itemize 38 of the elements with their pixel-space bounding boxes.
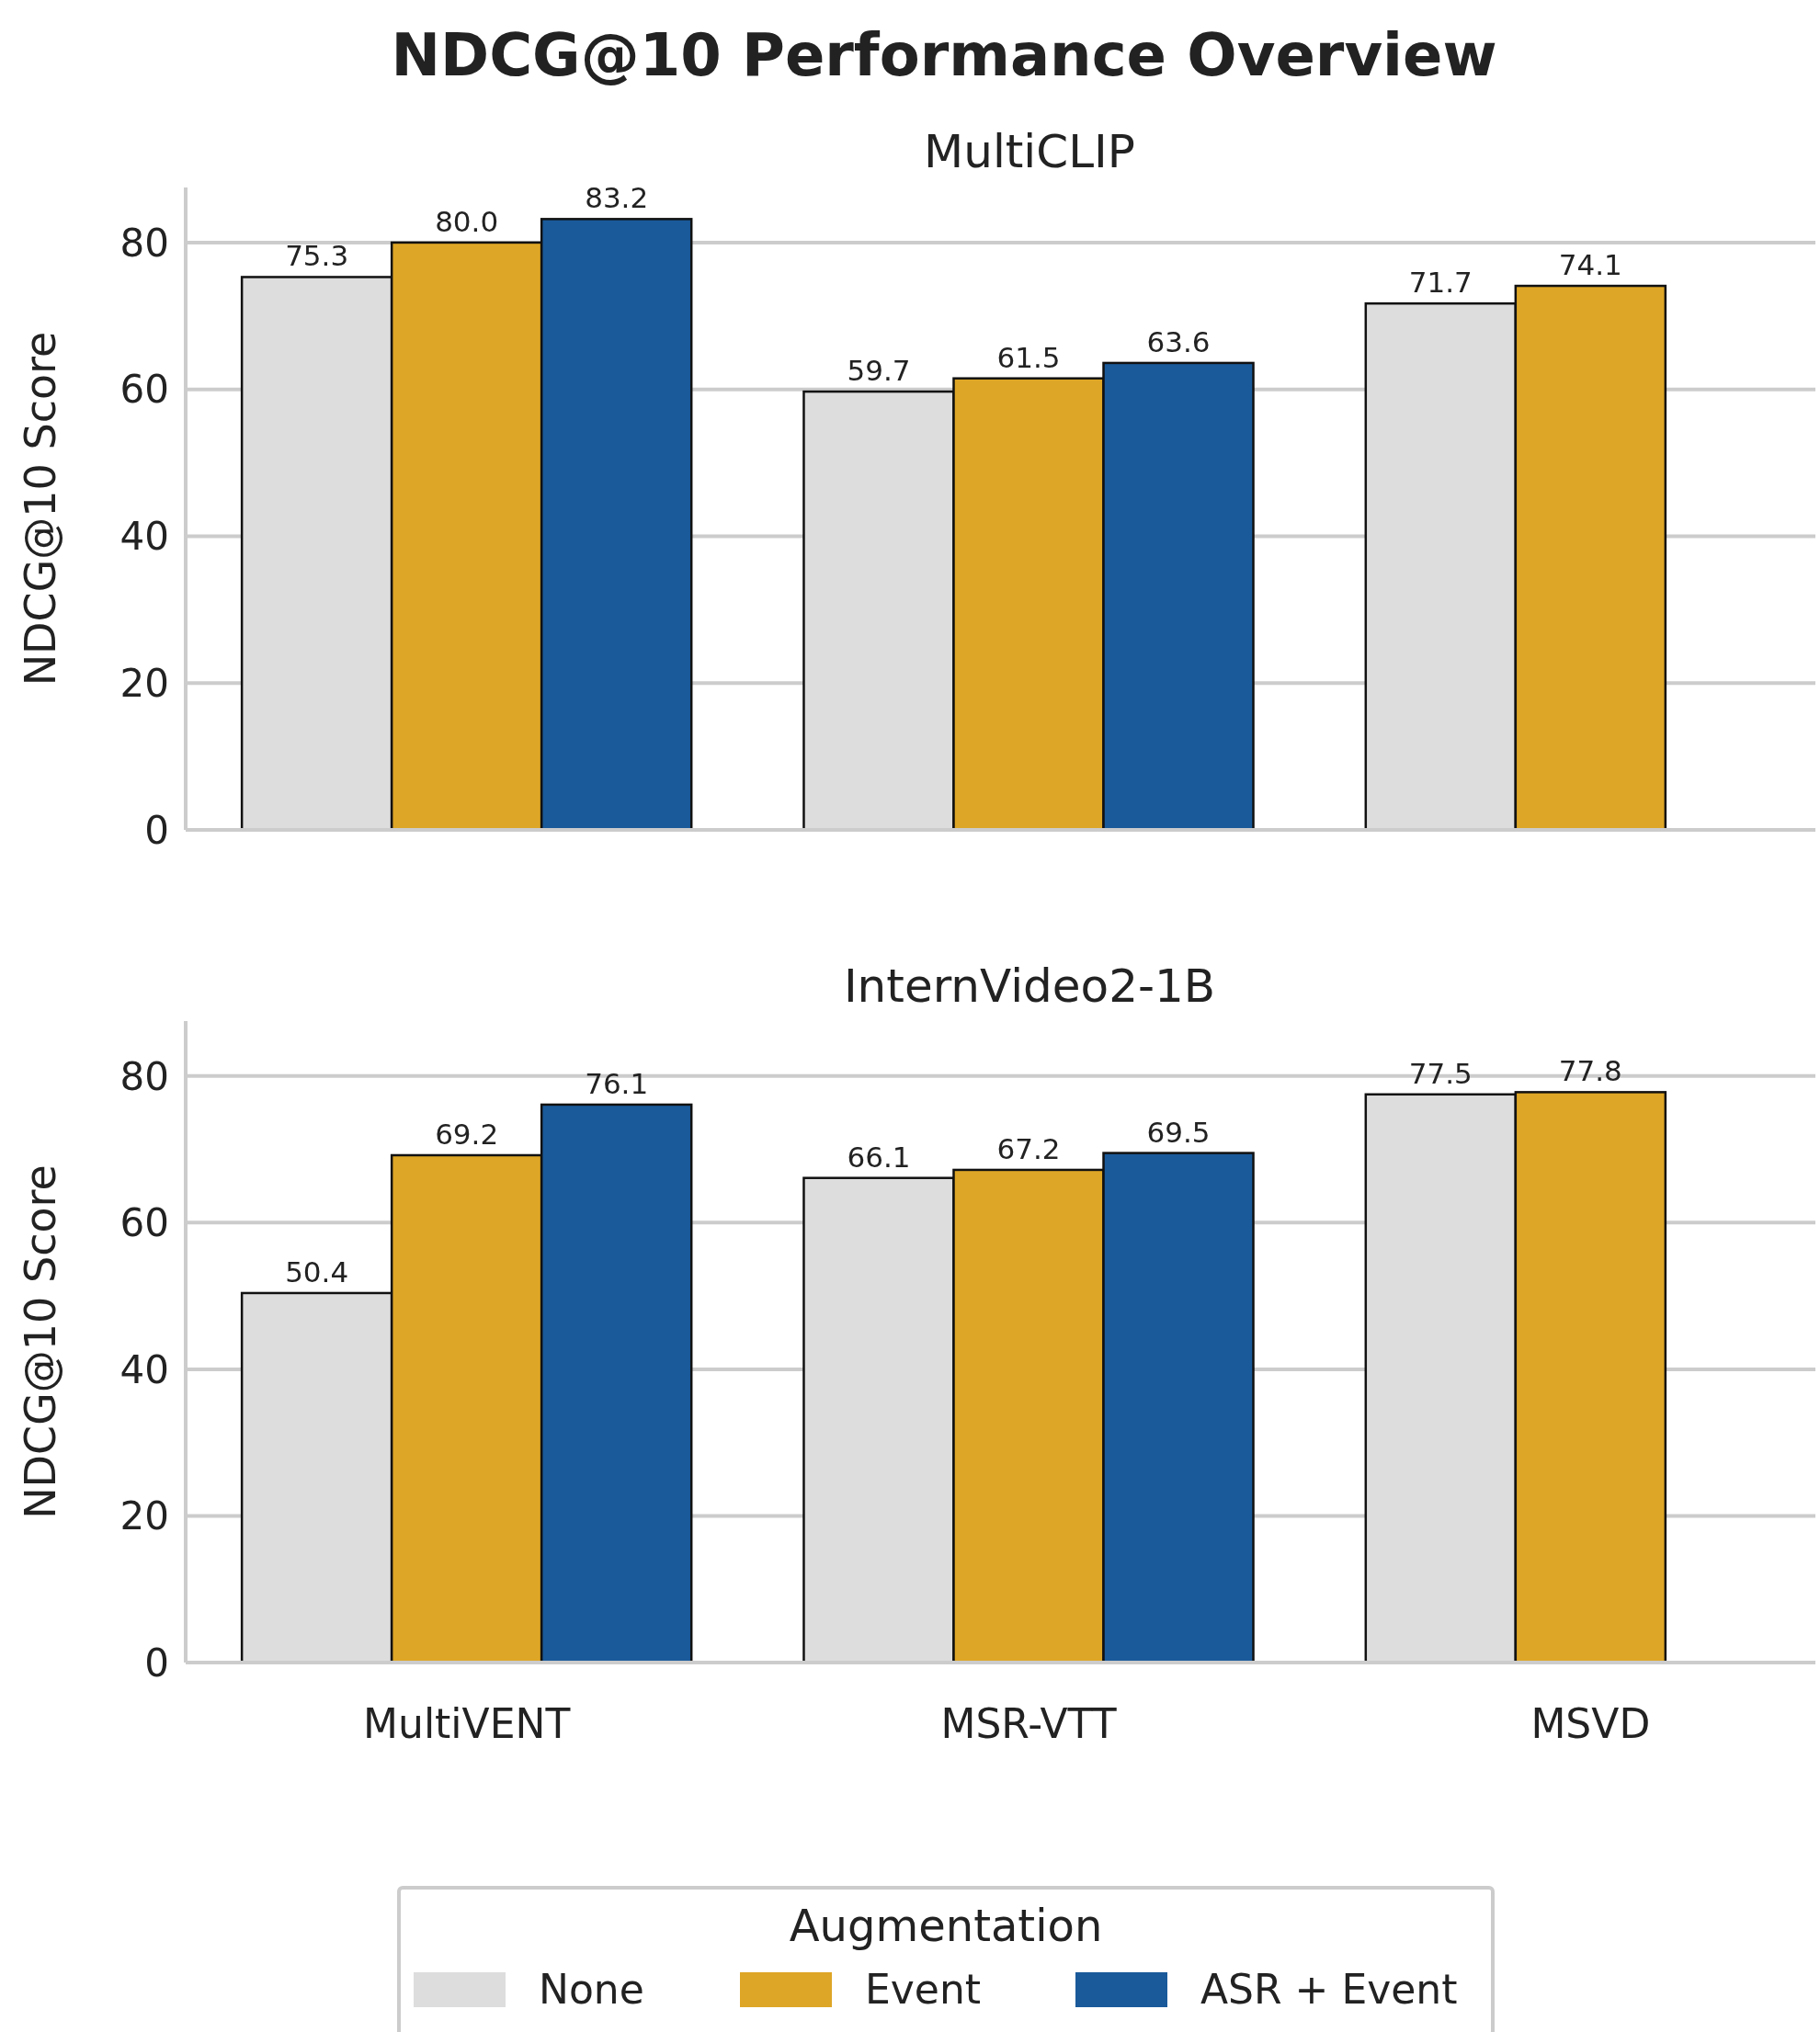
chart-subtitle: MultiCLIP bbox=[924, 125, 1135, 178]
data-label: 76.1 bbox=[585, 1066, 649, 1100]
data-label: 67.2 bbox=[996, 1131, 1061, 1165]
chart-title: InternVideo2-1B bbox=[843, 959, 1216, 1013]
data-label: 69.2 bbox=[435, 1117, 499, 1151]
data-label: 50.4 bbox=[285, 1254, 349, 1288]
x-tick-label: MSVD bbox=[1530, 1700, 1651, 1747]
data-label: 59.7 bbox=[847, 354, 911, 388]
data-label: 61.5 bbox=[996, 340, 1061, 374]
data-label: 77.8 bbox=[1558, 1054, 1622, 1088]
x-tick-label: MSR-VTT bbox=[940, 1700, 1117, 1747]
x-tick-label: MultiVENT bbox=[363, 1700, 571, 1747]
y-tick-label: 60 bbox=[119, 367, 169, 413]
data-label: 80.0 bbox=[435, 204, 499, 238]
data-label: 66.1 bbox=[847, 1140, 911, 1174]
legend-label: ASR + Event bbox=[1200, 1966, 1458, 2013]
y-tick-label: 0 bbox=[144, 1640, 169, 1686]
y-tick-label: 80 bbox=[119, 220, 169, 266]
data-label: 71.7 bbox=[1408, 266, 1473, 300]
data-label: 75.3 bbox=[285, 239, 349, 273]
legend-label: None bbox=[539, 1966, 644, 2013]
data-label: 63.6 bbox=[1146, 324, 1211, 358]
y-tick-label: 40 bbox=[119, 1346, 169, 1392]
data-label: 77.5 bbox=[1408, 1056, 1473, 1090]
y-tick-label: 20 bbox=[119, 660, 169, 706]
y-tick-label: 80 bbox=[119, 1053, 169, 1099]
legend-title: Augmentation bbox=[789, 1900, 1103, 1951]
data-label: 83.2 bbox=[585, 181, 649, 215]
data-label: 69.5 bbox=[1146, 1115, 1211, 1149]
y-tick-label: 40 bbox=[119, 514, 169, 560]
legend-label: Event bbox=[865, 1966, 982, 2013]
chart-title: NDCG@10 Performance Overview bbox=[391, 21, 1497, 89]
data-label: 74.1 bbox=[1558, 248, 1622, 282]
y-tick-label: 20 bbox=[119, 1493, 169, 1539]
y-tick-label: 0 bbox=[144, 807, 169, 853]
y-tick-label: 60 bbox=[119, 1200, 169, 1246]
y-axis-title: NDCG@10 Score bbox=[16, 1164, 65, 1519]
y-axis-title: NDCG@10 Score bbox=[16, 331, 65, 687]
